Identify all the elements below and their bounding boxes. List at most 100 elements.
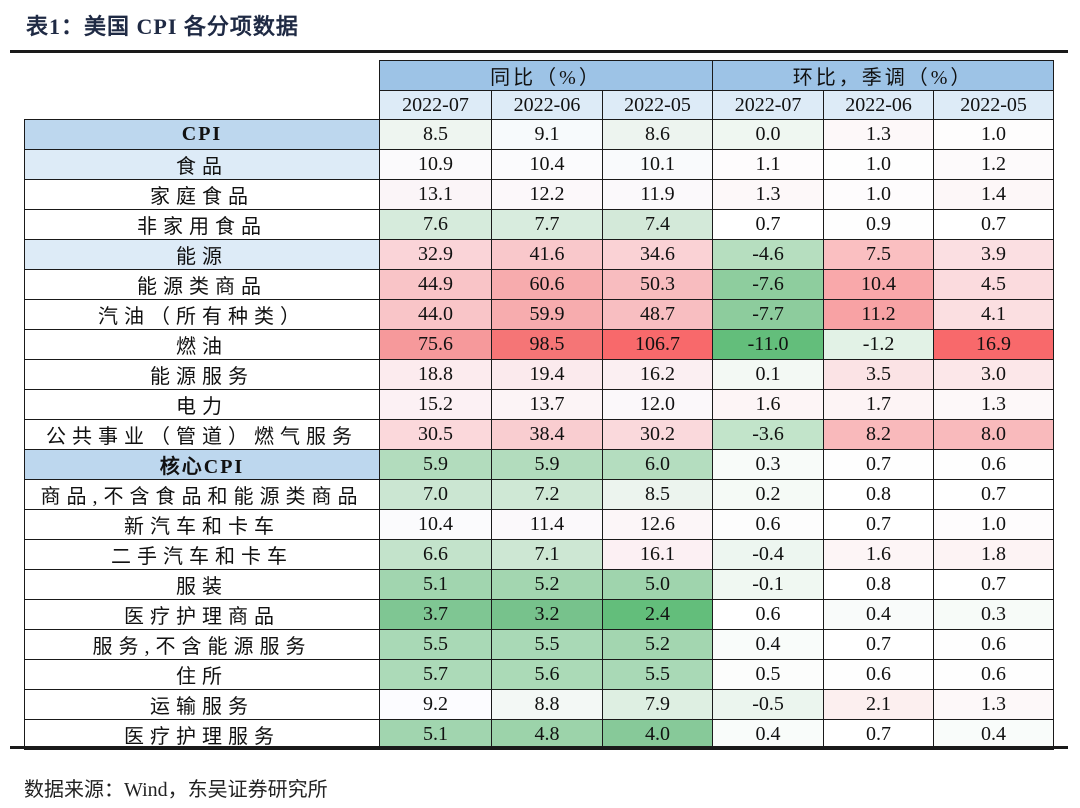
yoy-cell: 5.1 xyxy=(379,568,492,600)
bottom-rule-divider xyxy=(10,746,1068,749)
table-row: 公共事业（管道）燃气服务 30.5 38.4 30.2 -3.6 8.2 8.0 xyxy=(24,418,1055,450)
mom-cell: 7.5 xyxy=(823,238,935,270)
mom-cell: 2.1 xyxy=(823,688,935,720)
mom-cell: 0.6 xyxy=(933,448,1055,480)
group-header-row: 同比（%） 环比，季调（%） xyxy=(24,60,1055,120)
mom-cell: 1.6 xyxy=(712,388,825,420)
mom-cell: 3.9 xyxy=(933,238,1055,270)
yoy-cell: 50.3 xyxy=(601,268,714,300)
yoy-cell: 5.5 xyxy=(601,658,714,690)
yoy-cell: 5.1 xyxy=(379,718,492,750)
yoy-cell: 5.5 xyxy=(491,628,603,660)
col-header-mom-1: 2022-07 xyxy=(712,90,825,120)
table-row: 服装 5.1 5.2 5.0 -0.1 0.8 0.7 xyxy=(24,568,1055,600)
mom-cell: 0.1 xyxy=(712,358,825,390)
yoy-cell: 19.4 xyxy=(491,358,603,390)
yoy-cell: 8.5 xyxy=(379,119,492,150)
yoy-cell: 60.6 xyxy=(491,268,603,300)
mom-cell: 1.6 xyxy=(823,538,935,570)
row-label: CPI xyxy=(24,119,380,150)
mom-cell: 3.0 xyxy=(933,358,1055,390)
mom-cell: 1.3 xyxy=(712,178,825,210)
row-label: 二手汽车和卡车 xyxy=(24,538,380,570)
mom-cell: -7.7 xyxy=(712,298,825,330)
row-label: 食品 xyxy=(24,148,380,180)
mom-cell: 0.8 xyxy=(823,478,935,510)
col-header-mom-3: 2022-05 xyxy=(933,90,1055,120)
mom-cell: 0.7 xyxy=(712,208,825,240)
yoy-cell: 5.9 xyxy=(379,448,492,480)
yoy-cell: 12.2 xyxy=(491,178,603,210)
yoy-cell: 13.1 xyxy=(379,178,492,210)
table-row: 新汽车和卡车 10.4 11.4 12.6 0.6 0.7 1.0 xyxy=(24,508,1055,540)
yoy-cell: 38.4 xyxy=(491,418,603,450)
row-label: 家庭食品 xyxy=(24,178,380,210)
header-corner xyxy=(24,60,380,120)
row-label: 电力 xyxy=(24,388,380,420)
yoy-cell: 7.4 xyxy=(601,208,714,240)
yoy-cell: 5.2 xyxy=(491,568,603,600)
mom-cell: 0.7 xyxy=(823,628,935,660)
table-row: 家庭食品 13.1 12.2 11.9 1.3 1.0 1.4 xyxy=(24,178,1055,210)
row-label: 新汽车和卡车 xyxy=(24,508,380,540)
mom-cell: 16.9 xyxy=(933,328,1055,360)
row-label: 运输服务 xyxy=(24,688,380,720)
yoy-cell: 98.5 xyxy=(491,328,603,360)
table-row: 电力 15.2 13.7 12.0 1.6 1.7 1.3 xyxy=(24,388,1055,420)
row-label: 医疗护理服务 xyxy=(24,718,380,750)
table-row: 汽油（所有种类） 44.0 59.9 48.7 -7.7 11.2 4.1 xyxy=(24,298,1055,330)
row-label: 服装 xyxy=(24,568,380,600)
mom-cell: -3.6 xyxy=(712,418,825,450)
col-header-yoy-3: 2022-05 xyxy=(601,90,714,120)
table-row: 能源服务 18.8 19.4 16.2 0.1 3.5 3.0 xyxy=(24,358,1055,390)
table-row: 燃油 75.6 98.5 106.7 -11.0 -1.2 16.9 xyxy=(24,328,1055,360)
yoy-cell: 34.6 xyxy=(601,238,714,270)
yoy-cell: 10.9 xyxy=(379,148,492,180)
yoy-cell: 6.6 xyxy=(379,538,492,570)
mom-cell: 0.2 xyxy=(712,478,825,510)
yoy-cell: 7.9 xyxy=(601,688,714,720)
yoy-cell: 5.6 xyxy=(491,658,603,690)
mom-cell: 0.7 xyxy=(823,718,935,750)
mom-cell: 1.2 xyxy=(933,148,1055,180)
table-row: 运输服务 9.2 8.8 7.9 -0.5 2.1 1.3 xyxy=(24,688,1055,720)
yoy-cell: 8.8 xyxy=(491,688,603,720)
mom-cell: -0.1 xyxy=(712,568,825,600)
yoy-cell: 16.1 xyxy=(601,538,714,570)
row-label: 非家用食品 xyxy=(24,208,380,240)
row-label: 燃油 xyxy=(24,328,380,360)
yoy-cell: 7.0 xyxy=(379,478,492,510)
date-header-row: 2022-07 2022-06 2022-05 2022-07 2022-06 … xyxy=(25,90,1055,120)
mom-cell: 4.5 xyxy=(933,268,1055,300)
mom-cell: 0.3 xyxy=(933,598,1055,630)
mom-cell: 0.6 xyxy=(712,598,825,630)
yoy-cell: 5.2 xyxy=(601,628,714,660)
mom-cell: 0.6 xyxy=(712,508,825,540)
table-row: 能源 32.9 41.6 34.6 -4.6 7.5 3.9 xyxy=(24,238,1055,270)
data-source-note: 数据来源：Wind，东吴证券研究所 xyxy=(24,779,328,801)
mom-cell: 1.3 xyxy=(933,688,1055,720)
table-title: 表1：美国 CPI 各分项数据 xyxy=(26,14,299,39)
mom-cell: 1.4 xyxy=(933,178,1055,210)
mom-cell: 1.0 xyxy=(933,119,1055,150)
mom-cell: 0.9 xyxy=(823,208,935,240)
mom-cell: 0.8 xyxy=(823,568,935,600)
mom-cell: -11.0 xyxy=(712,328,825,360)
group-header-mom: 环比，季调（%） xyxy=(712,60,1055,91)
mom-cell: 1.1 xyxy=(712,148,825,180)
yoy-cell: 8.6 xyxy=(601,119,714,150)
yoy-cell: 3.2 xyxy=(491,598,603,630)
yoy-cell: 11.4 xyxy=(491,508,603,540)
yoy-cell: 9.1 xyxy=(491,119,603,150)
group-header-yoy: 同比（%） xyxy=(378,60,714,91)
row-label: 服务,不含能源服务 xyxy=(24,628,380,660)
table-row: 医疗护理商品 3.7 3.2 2.4 0.6 0.4 0.3 xyxy=(24,598,1055,630)
cpi-components-table: 同比（%） 环比，季调（%） 2022-07 2022-06 2022-05 2… xyxy=(24,60,1055,750)
yoy-cell: 11.9 xyxy=(601,178,714,210)
mom-cell: 1.7 xyxy=(823,388,935,420)
yoy-cell: 9.2 xyxy=(379,688,492,720)
yoy-cell: 4.8 xyxy=(491,718,603,750)
mom-cell: 8.2 xyxy=(823,418,935,450)
mom-cell: 0.6 xyxy=(933,658,1055,690)
mom-cell: 0.4 xyxy=(823,598,935,630)
